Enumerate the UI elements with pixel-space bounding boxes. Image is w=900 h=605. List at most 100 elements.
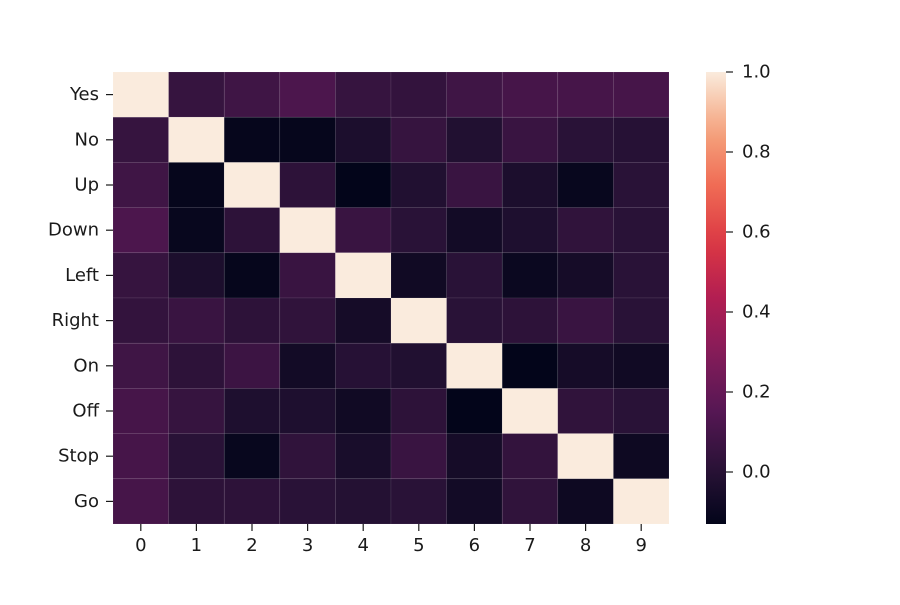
heatmap-cell-right-3 (279, 297, 336, 344)
heatmap-cell-stop-7 (501, 433, 559, 480)
x-tick-label: 6 (469, 535, 480, 556)
heatmap-cell-left-9 (613, 252, 670, 299)
heatmap-cell-no-8 (557, 116, 614, 163)
heatmap-cell-go-9 (613, 478, 670, 525)
heatmap-cell-down-9 (613, 207, 670, 254)
heatmap-cell-down-4 (335, 207, 392, 254)
heatmap-cell-off-6 (446, 388, 503, 434)
heatmap-cell-up-7 (501, 162, 559, 208)
heatmap-cell-stop-8 (557, 433, 614, 480)
heatmap-cell-yes-7 (501, 71, 559, 118)
y-tick-label: No (75, 129, 99, 150)
y-tick-label: Down (48, 220, 99, 241)
heatmap-cell-left-5 (390, 252, 447, 299)
heatmap-cell-down-1 (168, 207, 225, 254)
heatmap-cell-stop-6 (446, 433, 503, 480)
heatmap-cell-off-4 (335, 388, 392, 434)
heatmap-cell-stop-1 (168, 433, 225, 480)
colorbar-gradient (706, 72, 726, 524)
heatmap-cell-no-5 (390, 116, 447, 163)
heatmap-cell-go-1 (168, 478, 225, 525)
heatmap-cell-yes-5 (390, 71, 447, 118)
y-tick-label: On (73, 355, 99, 376)
heatmap-cell-right-4 (335, 297, 392, 344)
heatmap-cell-right-5 (390, 297, 447, 344)
heatmap-cell-right-8 (557, 297, 614, 344)
heatmap-cell-left-1 (168, 252, 225, 299)
heatmap-cell-go-0 (112, 478, 169, 525)
x-tick-label: 9 (635, 535, 646, 556)
heatmap-cell-go-6 (446, 478, 503, 525)
heatmap-cell-off-3 (279, 388, 336, 434)
heatmap-cell-on-6 (446, 342, 503, 389)
heatmap-cell-no-7 (501, 116, 559, 163)
heatmap-cell-yes-9 (613, 71, 670, 118)
heatmap-cell-no-0 (112, 116, 169, 163)
heatmap-cell-left-0 (112, 252, 169, 299)
heatmap-cells (112, 71, 670, 525)
heatmap-cell-no-9 (613, 116, 670, 163)
heatmap-cell-down-0 (112, 207, 169, 254)
heatmap-cell-yes-8 (557, 71, 614, 118)
heatmap-cell-right-2 (223, 297, 281, 344)
heatmap-cell-yes-0 (112, 71, 169, 118)
heatmap-cell-down-2 (223, 207, 281, 254)
heatmap-cell-on-8 (557, 342, 614, 389)
y-tick-label: Off (72, 401, 99, 422)
heatmap-cell-stop-5 (390, 433, 447, 480)
heatmap-cell-up-2 (223, 162, 281, 208)
heatmap-cell-on-1 (168, 342, 225, 389)
heatmap-cell-down-5 (390, 207, 447, 254)
heatmap-cell-stop-3 (279, 433, 336, 480)
heatmap-cell-go-3 (279, 478, 336, 525)
heatmap-cell-up-4 (335, 162, 392, 208)
y-tick-label: Up (74, 175, 99, 196)
heatmap-cell-yes-1 (168, 71, 225, 118)
heatmap-cell-no-6 (446, 116, 503, 163)
heatmap-cell-right-7 (501, 297, 559, 344)
colorbar-tick-label: 0.2 (742, 382, 771, 403)
heatmap-cell-up-0 (112, 162, 169, 208)
heatmap-cell-left-6 (446, 252, 503, 299)
heatmap-cell-up-6 (446, 162, 503, 208)
heatmap-cell-go-5 (390, 478, 447, 525)
heatmap-cell-yes-3 (279, 71, 336, 118)
colorbar-tick-label: 1.0 (742, 62, 771, 83)
x-tick-label: 4 (357, 535, 368, 556)
heatmap-cell-up-5 (390, 162, 447, 208)
heatmap-cell-right-9 (613, 297, 670, 344)
y-tick-label: Right (52, 310, 99, 331)
heatmap-cell-stop-9 (613, 433, 670, 480)
heatmap-cell-no-2 (223, 116, 281, 163)
heatmap-cell-down-7 (501, 207, 559, 254)
heatmap-cell-off-1 (168, 388, 225, 434)
heatmap-cell-right-6 (446, 297, 503, 344)
heatmap-cell-on-3 (279, 342, 336, 389)
heatmap-cell-left-3 (279, 252, 336, 299)
heatmap-cell-go-4 (335, 478, 392, 525)
colorbar: 0.0 0.2 0.4 0.6 0.8 1.0 (706, 62, 771, 524)
heatmap-cell-yes-2 (223, 71, 281, 118)
heatmap-cell-off-8 (557, 388, 614, 434)
heatmap-cell-stop-0 (112, 433, 169, 480)
y-tick-label: Go (74, 491, 99, 512)
x-tick-label: 3 (302, 535, 313, 556)
heatmap-cell-off-5 (390, 388, 447, 434)
colorbar-tick-label: 0.8 (742, 142, 771, 163)
heatmap-cell-left-8 (557, 252, 614, 299)
heatmap-cell-up-1 (168, 162, 225, 208)
heatmap-cell-on-4 (335, 342, 392, 389)
heatmap-cell-no-4 (335, 116, 392, 163)
x-tick-label: 7 (524, 535, 535, 556)
x-tick-label: 2 (246, 535, 257, 556)
heatmap-cell-off-7 (501, 388, 559, 434)
heatmap-cell-left-2 (223, 252, 281, 299)
x-axis: 0 1 2 3 4 5 6 7 8 9 (135, 524, 647, 556)
heatmap-cell-yes-4 (335, 71, 392, 118)
heatmap-cell-left-7 (501, 252, 559, 299)
heatmap-cell-on-0 (112, 342, 169, 389)
heatmap-cell-no-3 (279, 116, 336, 163)
y-axis: Yes No Up Down Left Right On Off Stop Go (48, 84, 113, 512)
heatmap-cell-stop-4 (335, 433, 392, 480)
